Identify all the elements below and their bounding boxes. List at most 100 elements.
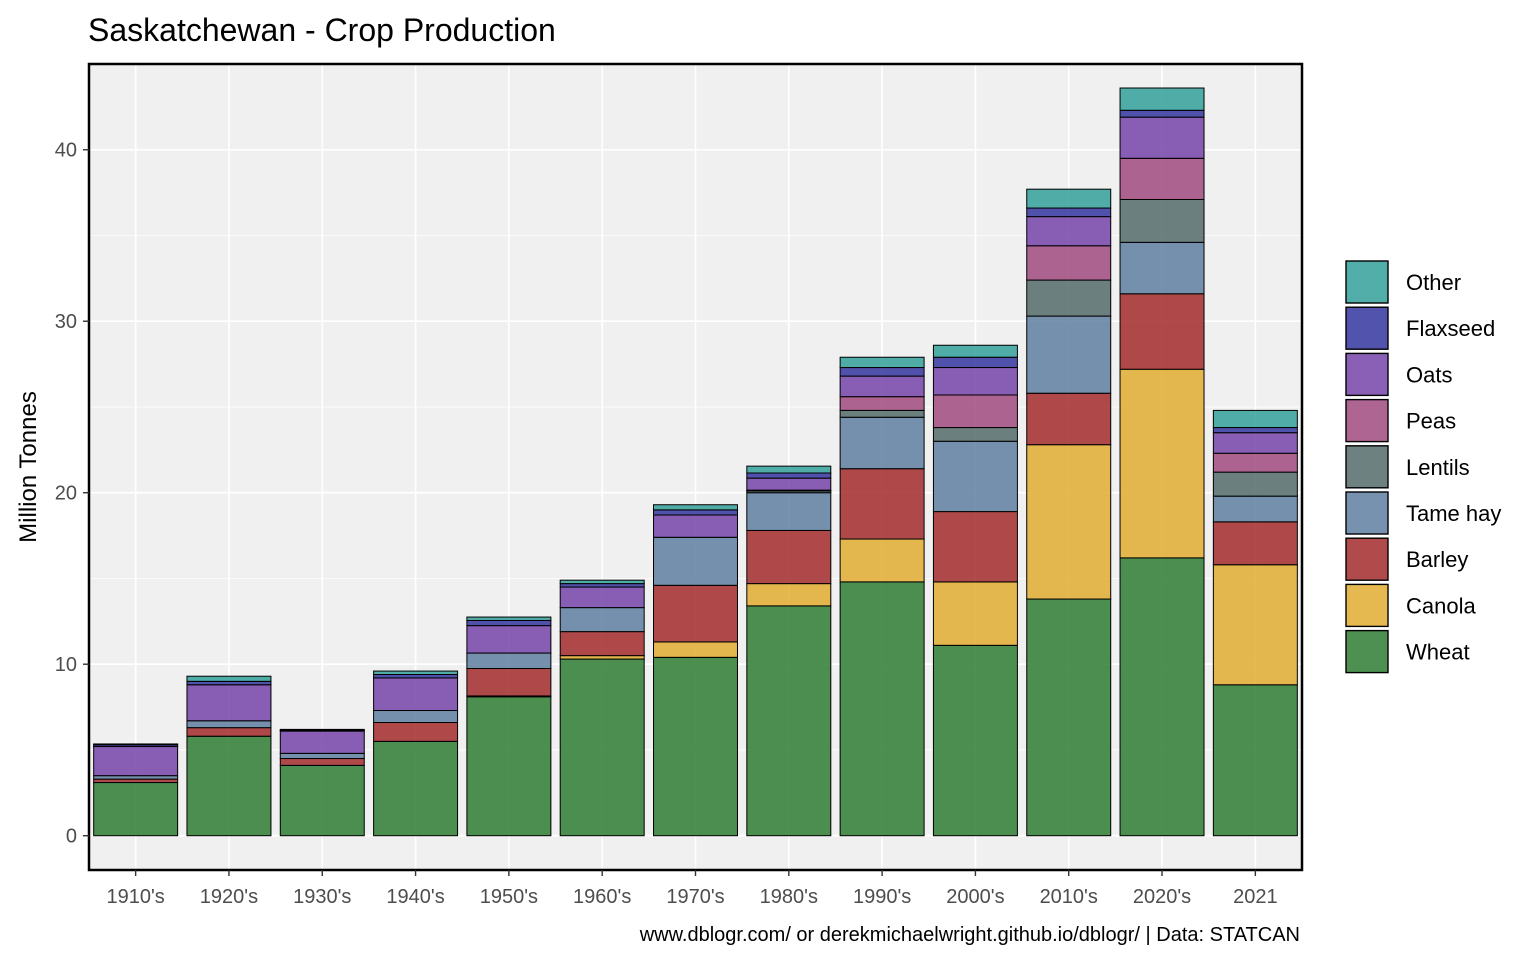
bar-segment-wheat (559, 658, 645, 837)
bar-segment-oats (1212, 432, 1298, 454)
bar-segment-tame-hay (466, 652, 552, 670)
bar-segment-oats (746, 477, 832, 491)
y-tick-label: 40 (55, 140, 77, 162)
bar-segment-lentils (932, 427, 1018, 442)
y-tick-label: 0 (66, 826, 77, 848)
bar-segment-peas (1026, 245, 1112, 281)
bar-segment-flaxseed (466, 619, 552, 627)
bar-segment-other (839, 356, 925, 369)
bar-segment-oats (559, 586, 645, 609)
bar-segment-barley (653, 584, 738, 643)
bar-segment-tame-hay (746, 492, 832, 531)
legend-swatch-lentils (1345, 445, 1389, 489)
bar-segment-oats (839, 375, 925, 398)
x-tick-label: 1990's (853, 886, 911, 908)
x-tick-label: 2021 (1233, 886, 1278, 908)
bar-segment-tame-hay (1212, 495, 1298, 523)
bar-segment-wheat (653, 656, 738, 837)
bar-segment-flaxseed (186, 680, 272, 686)
x-tick-label: 2010's (1040, 886, 1098, 908)
bar-segment-tame-hay (1119, 241, 1205, 295)
legend-swatch-canola (1345, 583, 1389, 628)
y-axis: 0 10 20 30 40 (55, 140, 89, 848)
bar-segment-other (1026, 188, 1112, 209)
legend-swatch-tame-hay (1345, 491, 1389, 535)
bar-segment-wheat (839, 581, 925, 837)
bar-segment-tame-hay (373, 710, 459, 724)
bar-segment-barley (932, 511, 1018, 583)
bar-segment-barley (1212, 521, 1298, 566)
bar-segment-wheat (373, 740, 459, 837)
legend-label: Barley (1406, 547, 1468, 572)
bar-segment-wheat (1119, 557, 1205, 837)
legend-swatch-wheat (1345, 629, 1389, 674)
legend-swatch-other (1345, 260, 1389, 304)
bar-segment-peas (839, 396, 925, 411)
bar-segment-oats (1026, 216, 1112, 247)
bar-segment-oats (653, 514, 738, 538)
bar-segment-other (559, 579, 645, 585)
bar-segment-oats (466, 625, 552, 654)
bar-segment-flaxseed (1026, 207, 1112, 218)
bar-segment-tame-hay (559, 607, 645, 633)
bar-segment-peas (1119, 157, 1205, 200)
x-tick-label: 1970's (666, 886, 724, 908)
bar-segment-barley (186, 727, 272, 737)
bar-segment-other (93, 743, 179, 746)
legend-label: Other (1406, 270, 1461, 295)
x-tick-label: 1940's (386, 886, 444, 908)
legend-label: Canola (1406, 593, 1476, 618)
bar-segment-tame-hay (839, 416, 925, 470)
bar-segment-flaxseed (1212, 427, 1298, 434)
bar-segment-lentils (839, 409, 925, 418)
bar-segment-oats (932, 367, 1018, 396)
bar-segment-tame-hay (932, 440, 1018, 513)
bar-segment-canola (1212, 564, 1298, 686)
bar-segment-canola (839, 538, 925, 583)
x-tick-label: 1910's (106, 886, 164, 908)
bar-segment-peas (1212, 452, 1298, 473)
bar-segment-barley (1119, 293, 1205, 370)
legend-label: Oats (1406, 362, 1452, 387)
bar-segment-tame-hay (1026, 315, 1112, 394)
bar-segment-oats (279, 730, 365, 754)
bar-segment-canola (1119, 368, 1205, 559)
bar-segment-flaxseed (839, 367, 925, 377)
bar-segment-canola (653, 641, 738, 658)
legend-swatch-oats (1345, 352, 1389, 397)
legend-label: Lentils (1406, 455, 1470, 480)
legend-label: Flaxseed (1406, 316, 1495, 341)
bar-segment-other (653, 504, 738, 511)
x-tick-label: 1950's (480, 886, 538, 908)
bar-segment-other (1212, 409, 1298, 429)
bar-segment-wheat (1026, 598, 1112, 837)
x-tick-label: 1930's (293, 886, 351, 908)
bar-segment-tame-hay (653, 536, 738, 586)
bar-segment-wheat (186, 735, 272, 837)
x-tick-label: 1980's (760, 886, 818, 908)
y-axis-title: Million Tonnes (15, 391, 42, 543)
bar-segment-barley (559, 631, 645, 657)
bar-segment-flaxseed (746, 472, 832, 479)
bar-segment-tame-hay (279, 752, 365, 760)
bar-segment-oats (186, 684, 272, 722)
chart-caption: www.dblogr.com/ or derekmichaelwright.gi… (639, 924, 1300, 946)
bar-segment-flaxseed (373, 674, 459, 679)
x-tick-label: 2000's (946, 886, 1004, 908)
chart-title: Saskatchewan - Crop Production (88, 12, 556, 48)
y-tick-label: 10 (55, 654, 77, 676)
bar-segment-canola (1026, 444, 1112, 600)
bar-segment-other (932, 344, 1018, 358)
legend-swatch-flaxseed (1345, 306, 1389, 350)
bars (93, 87, 1298, 837)
bar-segment-wheat (93, 782, 179, 837)
legend-swatch-peas (1345, 398, 1389, 443)
bar-segment-canola (932, 581, 1018, 646)
legend-label: Tame hay (1406, 501, 1501, 526)
bar-segment-flaxseed (653, 509, 738, 516)
bar-segment-other (466, 616, 552, 621)
x-tick-label: 1920's (200, 886, 258, 908)
bar-segment-barley (466, 668, 552, 697)
bar-segment-canola (746, 583, 832, 607)
bar-segment-barley (839, 468, 925, 540)
